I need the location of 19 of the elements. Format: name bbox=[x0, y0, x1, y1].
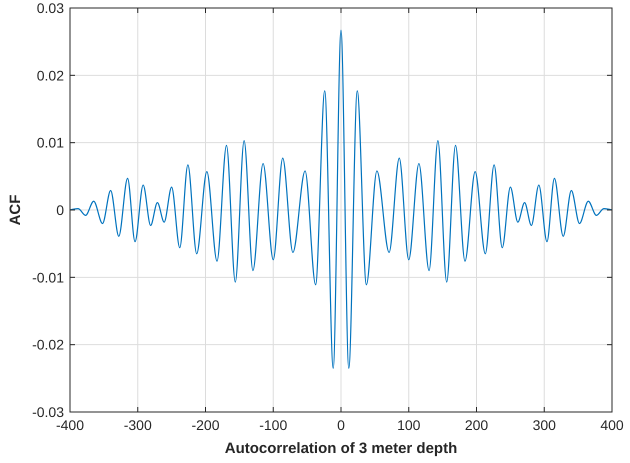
x-tick-label: 300 bbox=[532, 417, 556, 433]
y-tick-label: 0 bbox=[56, 202, 64, 218]
y-tick-label: -0.03 bbox=[32, 404, 64, 420]
x-tick-label: 200 bbox=[464, 417, 488, 433]
y-tick-label: -0.02 bbox=[32, 336, 64, 353]
line-series bbox=[69, 30, 613, 369]
x-tick-label: 100 bbox=[397, 417, 421, 433]
x-tick-label: 0 bbox=[337, 417, 346, 433]
y-tick-label: 0.01 bbox=[36, 134, 64, 151]
y-tick-label: 0.03 bbox=[36, 0, 64, 16]
x-axis-title: Autocorrelation of 3 meter depth bbox=[224, 440, 458, 457]
x-tick-label: -200 bbox=[191, 417, 220, 433]
y-tick-label: -0.01 bbox=[32, 269, 64, 286]
y-tick-label: 0.02 bbox=[36, 67, 64, 84]
x-tick-label: 400 bbox=[600, 417, 624, 433]
x-tick-label: -100 bbox=[259, 417, 288, 433]
x-tick-label: -400 bbox=[56, 417, 84, 433]
x-tick-label: -300 bbox=[124, 417, 152, 433]
y-axis-title: ACF bbox=[7, 194, 24, 226]
